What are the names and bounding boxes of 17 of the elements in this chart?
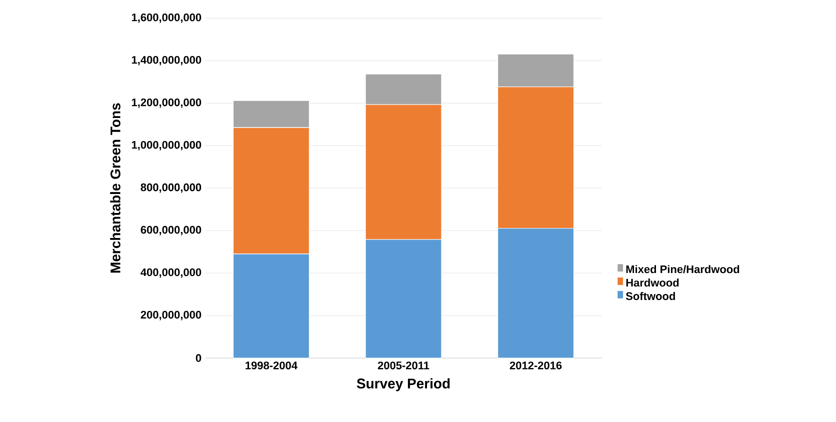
x-tick-label: 2005-2011 (378, 361, 430, 370)
x-tick-label: 1998-2004 (246, 361, 298, 370)
legend-label: Mixed Pine/Hardwood (626, 264, 740, 274)
y-tick-label: 1,600,000,000 (132, 13, 202, 23)
x-axis-title: Survey Period (356, 378, 450, 392)
y-tick-label: 200,000,000 (140, 310, 202, 320)
y-tick-label: 600,000,000 (140, 226, 202, 236)
y-tick-label: 400,000,000 (140, 268, 202, 278)
x-tick-label: 2012-2016 (510, 361, 562, 370)
y-tick-label: 0 (196, 354, 202, 362)
legend-label: Softwood (626, 292, 675, 300)
y-tick-label: 800,000,000 (140, 183, 202, 193)
y-tick-label: 1,000,000,000 (132, 140, 202, 150)
y-axis-title: Merchantable Green Tons (110, 103, 120, 272)
y-tick-label: 1,200,000,000 (132, 98, 202, 108)
y-tick-label: 1,400,000,000 (132, 56, 202, 66)
legend-label: Hardwood (626, 278, 679, 287)
